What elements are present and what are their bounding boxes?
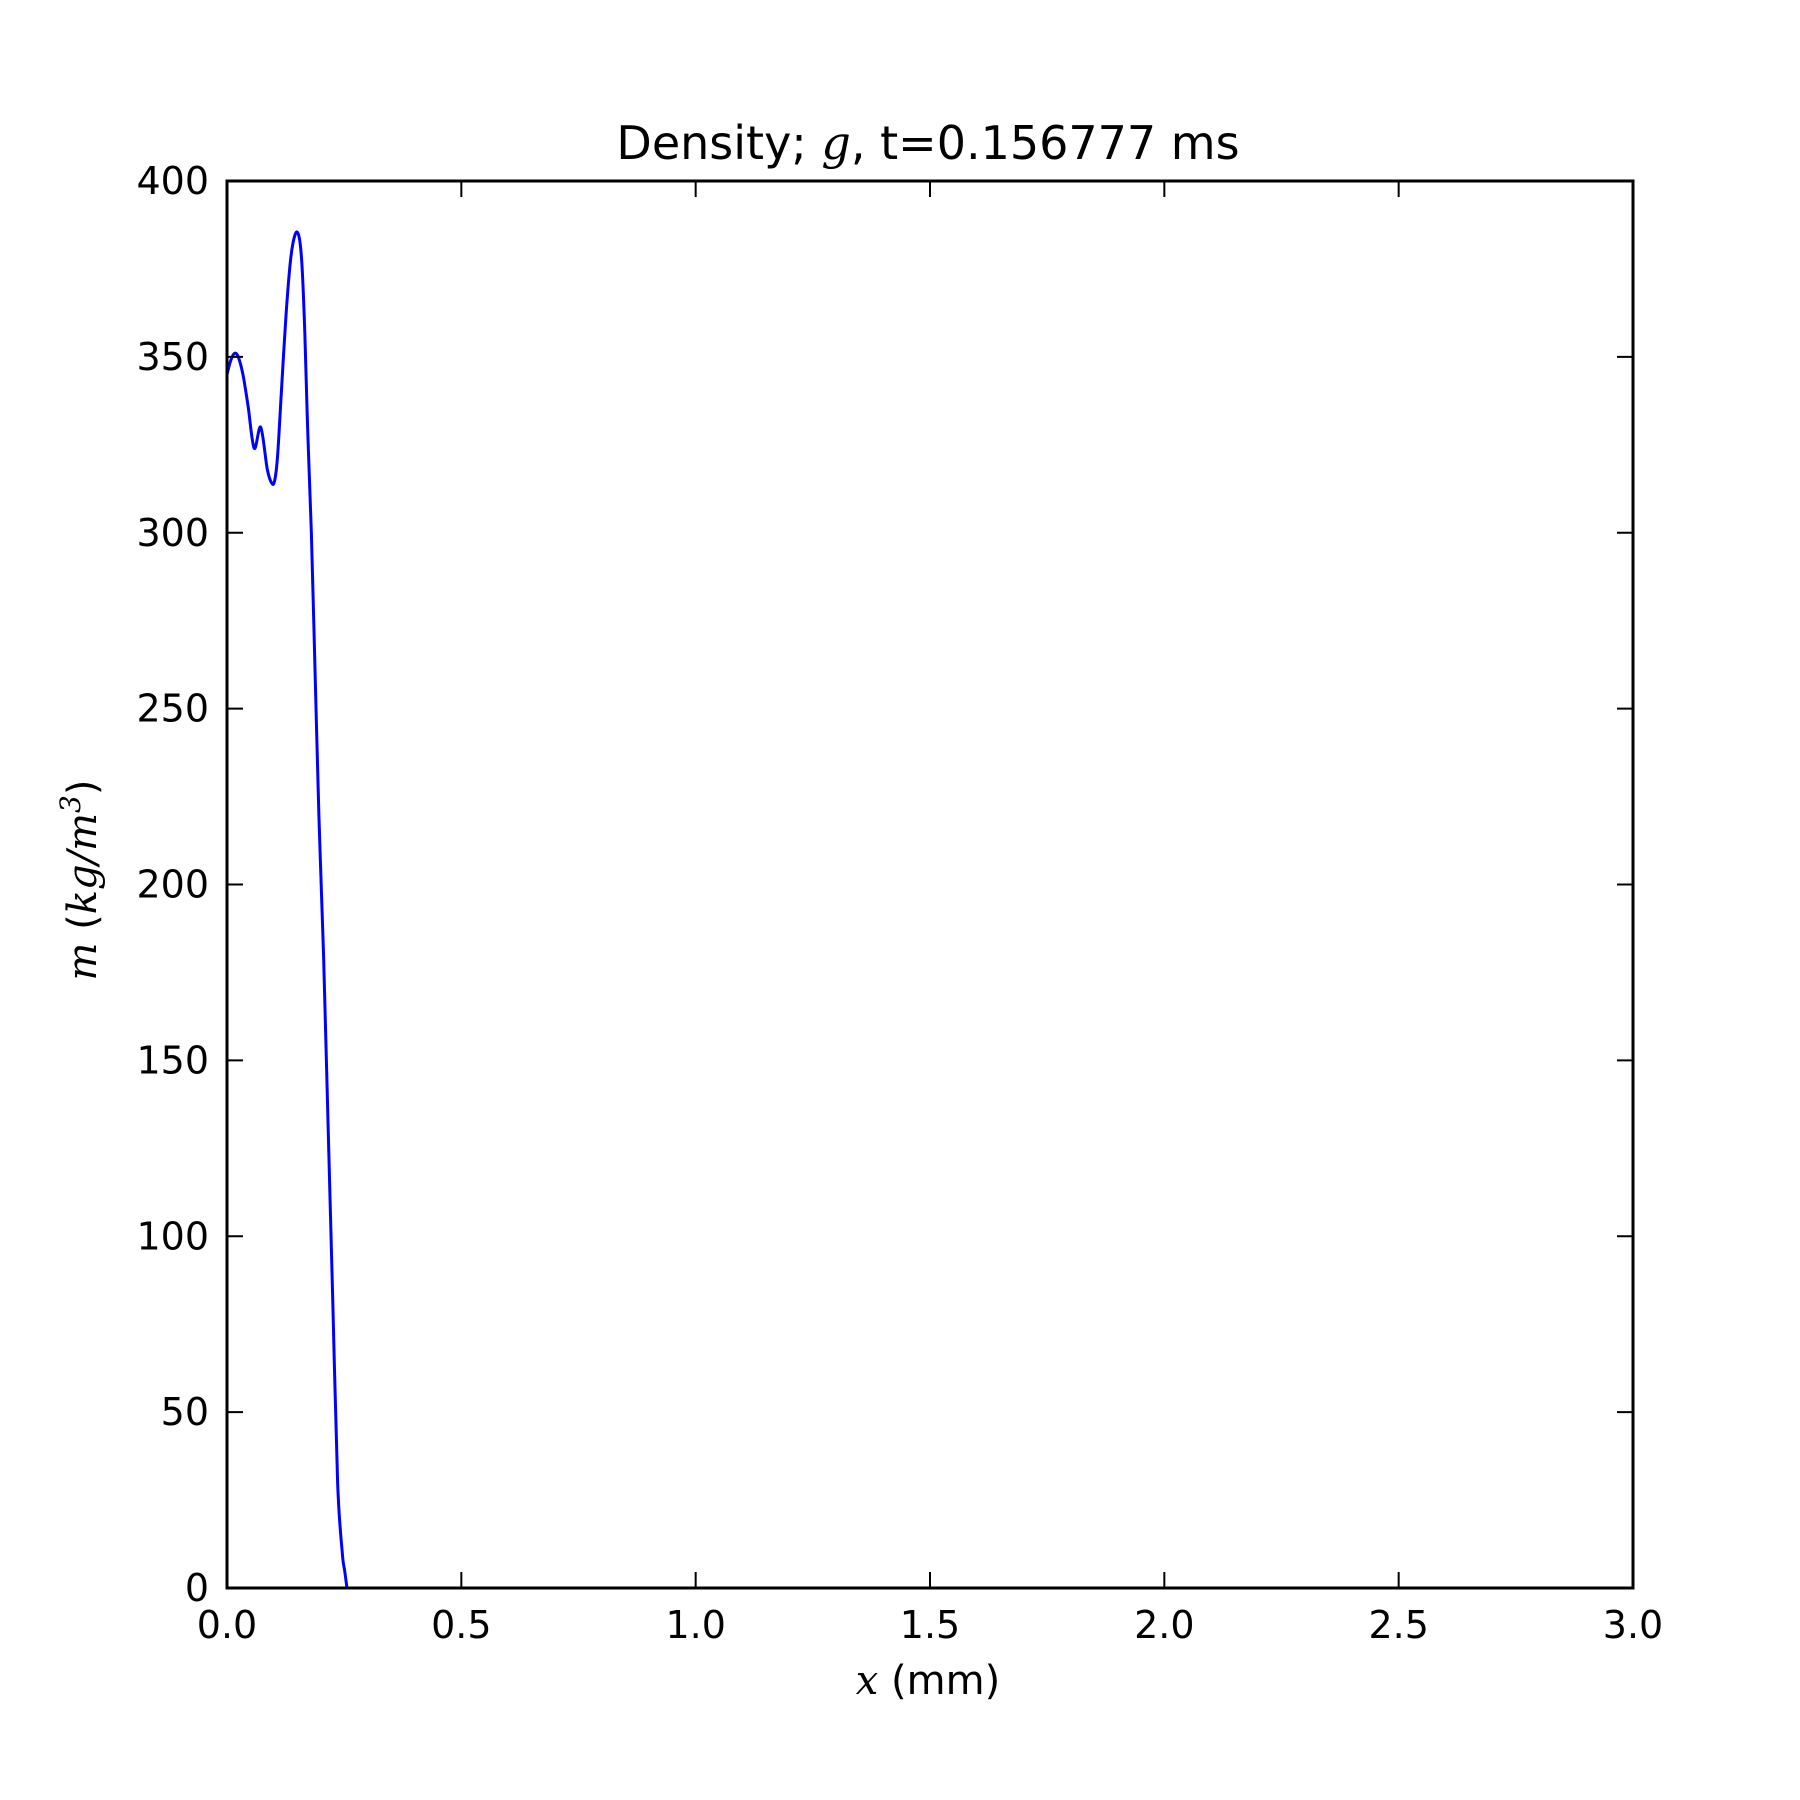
series-layer <box>225 230 349 1590</box>
title-variable: g <box>821 116 850 170</box>
title-prefix: Density; <box>616 116 821 170</box>
title-suffix: , t=0.156777 ms <box>851 116 1240 170</box>
y-tick-label: 50 <box>161 1390 209 1434</box>
x-tick-label: 2.0 <box>1134 1603 1194 1647</box>
x-axis-label: x (mm) <box>856 1658 1000 1704</box>
y-axis-open: ( <box>60 914 106 942</box>
y-axis-label: m (kg/m3) <box>54 780 106 981</box>
chart-title: Density; g, t=0.156777 ms <box>616 116 1239 170</box>
x-tick-label: 0.0 <box>197 1603 257 1647</box>
y-axis-variable: m <box>60 943 106 981</box>
y-tick-label: 150 <box>136 1038 209 1082</box>
y-tick-labels: 0 50 100 150 200 250 300 350 400 <box>136 159 209 1610</box>
y-tick-label: 100 <box>136 1214 209 1258</box>
plot-area <box>225 179 1635 1590</box>
x-tick-labels: 0.0 0.5 1.0 1.5 2.0 2.5 3.0 <box>197 1603 1663 1647</box>
x-axis-variable: x <box>856 1658 879 1704</box>
y-tick-label: 200 <box>136 863 209 907</box>
y-axis-close: ) <box>60 780 106 796</box>
y-tick-label: 350 <box>136 335 209 379</box>
x-tick-label: 1.5 <box>900 1603 960 1647</box>
y-axis-unit: kg/m <box>60 813 106 914</box>
y-tick-label: 0 <box>185 1566 209 1610</box>
x-tick-label: 1.0 <box>665 1603 725 1647</box>
plot-frame <box>225 179 1635 1590</box>
x-tick-label: 2.5 <box>1368 1603 1428 1647</box>
density-series-line <box>225 230 349 1590</box>
y-tick-label: 250 <box>136 687 209 731</box>
y-axis-exponent: 3 <box>54 795 87 813</box>
y-tick-label: 400 <box>136 159 209 203</box>
x-tick-label: 3.0 <box>1603 1603 1663 1647</box>
y-tick-label: 300 <box>136 511 209 555</box>
x-axis-unit: (mm) <box>878 1658 1000 1704</box>
x-tick-label: 0.5 <box>431 1603 491 1647</box>
